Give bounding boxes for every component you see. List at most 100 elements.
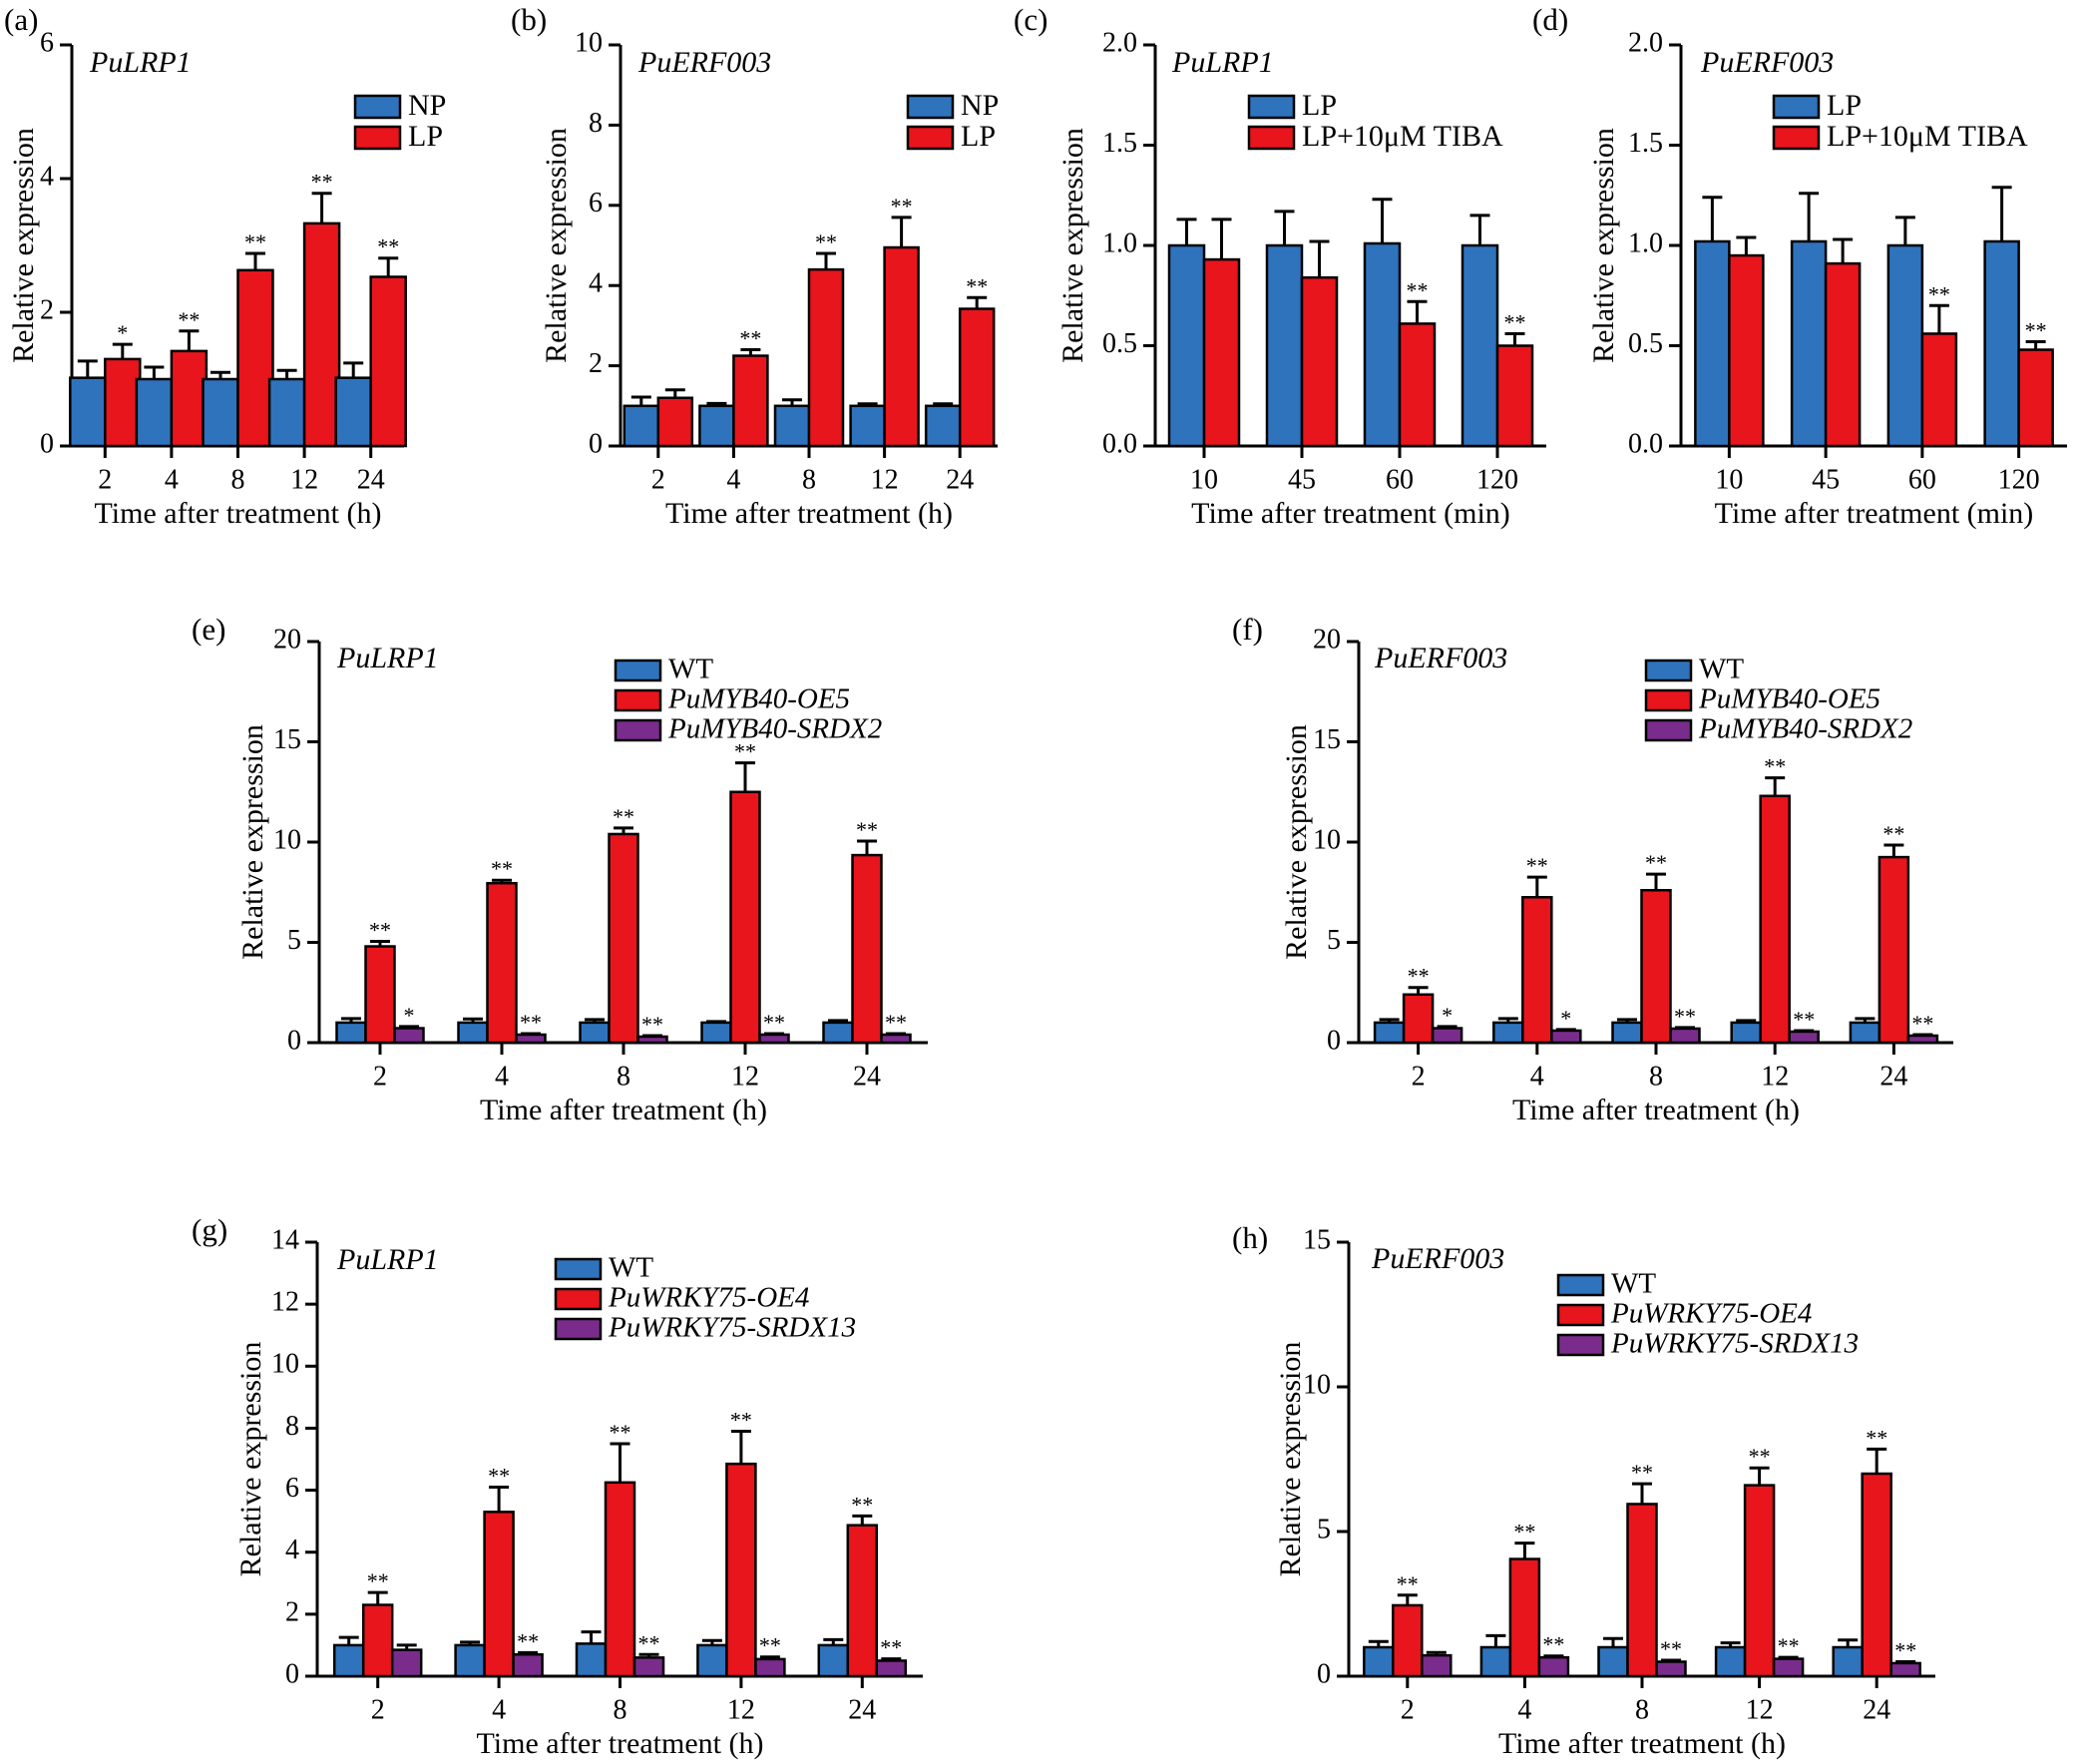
y-tick-label: 5 [1327, 925, 1341, 956]
legend-swatch [554, 1287, 603, 1311]
x-tick-label: 10 [1190, 464, 1218, 495]
bar-red [483, 1511, 515, 1678]
significance-label: ** [613, 804, 634, 829]
y-tick-label: 2.0 [1102, 27, 1137, 58]
panel-label: (g) [192, 1212, 227, 1247]
bar-blue [575, 1642, 608, 1678]
legend-swatch [1247, 94, 1296, 120]
bar-blue [1597, 1645, 1629, 1678]
bar-blue [1730, 1021, 1762, 1045]
significance-label: ** [739, 326, 761, 351]
significance-label: ** [1504, 309, 1526, 334]
bar-red [604, 1481, 636, 1678]
legend-label: LP [1302, 89, 1337, 122]
significance-label: ** [1660, 1636, 1682, 1661]
x-tick-label: 24 [1863, 1694, 1890, 1725]
significance-label: ** [763, 1010, 785, 1035]
legend-label: LP+10μM TIBA [1302, 120, 1503, 153]
bar-blue [1694, 239, 1731, 448]
bar-red [851, 853, 883, 1045]
legend-label: LP [961, 120, 996, 153]
x-axis-label: Time after treatment (h) [477, 1727, 764, 1760]
y-tick-label: 0.0 [1628, 428, 1663, 459]
significance-label: ** [178, 307, 200, 332]
bar-red [361, 1603, 394, 1678]
bar-blue [334, 376, 372, 448]
significance-label: ** [851, 1492, 873, 1517]
y-axis-label: Relative expression [1274, 1342, 1307, 1577]
bar-red [729, 790, 761, 1045]
bar-red [656, 396, 694, 448]
x-tick-label: 4 [492, 1694, 506, 1725]
significance-label: ** [1866, 1425, 1887, 1450]
legend-label: WT [1699, 654, 1744, 685]
x-axis-label: Time after treatment (h) [1512, 1094, 1800, 1126]
y-tick-label: 15 [1303, 1224, 1331, 1255]
y-axis-label: Relative expression [1587, 128, 1620, 363]
bar-purple [1669, 1027, 1701, 1045]
y-tick-label: 0 [285, 1658, 299, 1689]
y-tick-label: 2 [40, 294, 54, 325]
bar-red [369, 275, 407, 448]
y-tick-label: 1.0 [1628, 227, 1663, 258]
legend-swatch [554, 1317, 603, 1341]
y-tick-label: 12 [271, 1287, 299, 1318]
x-tick-label: 4 [165, 464, 179, 495]
legend-swatch [906, 125, 955, 151]
bar-blue [1363, 241, 1402, 448]
bar-blue [773, 404, 811, 448]
bar-red [1728, 253, 1765, 448]
legend-label: WT [1611, 1268, 1656, 1300]
gene-title: PuERF003 [1371, 1242, 1504, 1275]
bar-red [364, 945, 396, 1045]
y-tick-label: 0.0 [1102, 428, 1137, 459]
significance-label: * [1560, 1006, 1571, 1031]
y-tick-label: 8 [285, 1411, 299, 1442]
significance-label: ** [2025, 317, 2047, 342]
y-tick-label: 1.5 [1102, 128, 1137, 159]
bar-red [236, 268, 274, 448]
panel-label: (c) [1014, 2, 1047, 37]
chart-panel-h: (h) PuERF003 0 5 10 15 Relative expression 2 ** 4… [1232, 1220, 1935, 1760]
significance-label: ** [966, 273, 988, 298]
bar-red [1877, 855, 1910, 1045]
y-tick-label: 0 [589, 428, 603, 459]
legend-label: PuMYB40-OE5 [667, 683, 850, 715]
x-tick-label: 24 [1879, 1061, 1907, 1092]
bar-red [1759, 794, 1791, 1045]
y-tick-label: 8 [589, 108, 603, 139]
bar-blue [1886, 243, 1924, 448]
bar-blue [1714, 1645, 1747, 1678]
significance-label: ** [610, 1420, 631, 1445]
bar-blue [849, 404, 886, 448]
significance-label: ** [520, 1010, 542, 1035]
y-tick-label: 20 [273, 624, 301, 655]
panel-label: (a) [4, 2, 38, 37]
significance-label: ** [880, 1635, 902, 1660]
bar-purple [512, 1653, 544, 1678]
legend-label: LP [408, 120, 443, 153]
gene-title: PuLRP1 [89, 46, 192, 79]
bar-red [1398, 322, 1437, 448]
significance-label: ** [885, 1010, 907, 1035]
y-tick-label: 5 [1317, 1514, 1331, 1544]
bar-purple [1550, 1029, 1582, 1045]
bar-red [807, 267, 845, 448]
y-tick-label: 2 [285, 1596, 299, 1627]
bar-purple [758, 1033, 790, 1045]
legend-swatch [554, 1257, 603, 1281]
y-tick-label: 0.5 [1102, 328, 1137, 359]
legend-swatch [1772, 125, 1821, 151]
y-axis-label: Relative expression [234, 1342, 267, 1577]
bar-purple [1431, 1027, 1463, 1045]
y-tick-label: 20 [1313, 624, 1341, 655]
bar-blue [1983, 239, 2020, 448]
legend-swatch [614, 659, 662, 682]
bar-blue [1479, 1645, 1512, 1678]
bar-red [486, 881, 518, 1045]
gene-title: PuERF003 [637, 46, 771, 79]
x-axis-label: Time after treatment (h) [95, 497, 382, 530]
bar-blue [579, 1021, 611, 1045]
bar-red [1640, 888, 1672, 1045]
y-axis-label: Relative expression [1056, 128, 1089, 363]
